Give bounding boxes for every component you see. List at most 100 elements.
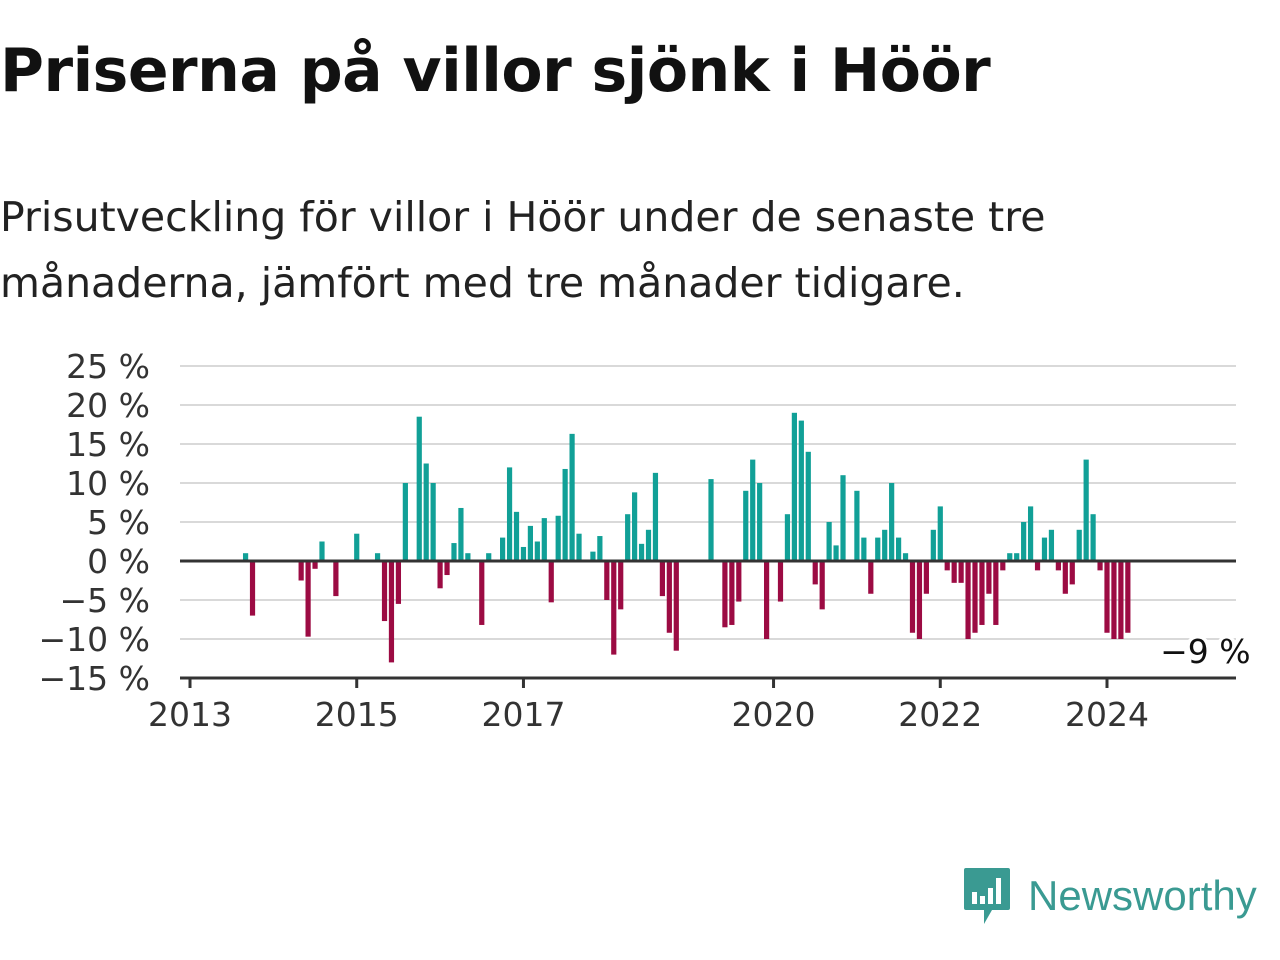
bar [1027, 506, 1034, 561]
bar [388, 561, 395, 663]
bar [590, 551, 596, 561]
x-tick-label: 2020 [732, 695, 816, 734]
x-axis: 2013 2015 2017 2020 2022 2024 [148, 676, 1236, 734]
bar [354, 533, 360, 561]
last-value-label: −9 % [1160, 632, 1251, 671]
bar [1111, 561, 1117, 639]
bar [1076, 529, 1082, 561]
bars [242, 412, 1131, 663]
y-tick-label: 25 % [66, 347, 150, 386]
bar [736, 561, 742, 602]
bar [1007, 553, 1013, 561]
bar [1097, 561, 1103, 571]
bar [993, 561, 999, 625]
bar [402, 483, 408, 561]
bar [979, 561, 985, 625]
bar [840, 475, 846, 561]
bar [604, 561, 610, 600]
bar [548, 561, 554, 603]
bar [430, 483, 436, 561]
bar [319, 541, 325, 561]
y-tick-label: 5 % [87, 503, 150, 542]
bar [305, 561, 311, 637]
y-tick-label: −15 % [39, 659, 151, 698]
bar [666, 561, 672, 633]
bar [1048, 529, 1055, 561]
bar-chart-speech-bubble-icon [964, 868, 1010, 924]
y-tick-label: −5 % [60, 581, 151, 620]
bar [937, 506, 943, 561]
bar [395, 561, 402, 604]
annotation: −9 % [1157, 629, 1255, 675]
bar [541, 518, 547, 561]
bar [757, 483, 763, 561]
bar [333, 561, 339, 597]
bar [972, 561, 978, 633]
bar [1034, 561, 1041, 571]
bar [1041, 537, 1048, 561]
bar [520, 546, 527, 561]
bar [555, 515, 561, 561]
bar [833, 545, 839, 561]
bar [1062, 561, 1068, 594]
bar [1000, 561, 1006, 571]
bar [902, 553, 909, 561]
bar [743, 490, 749, 561]
bar [451, 543, 457, 561]
bar [764, 561, 770, 639]
bar [486, 553, 492, 561]
bar [423, 463, 429, 561]
bar [500, 537, 506, 561]
bar [895, 537, 902, 561]
bar [513, 511, 520, 561]
bar [625, 514, 631, 561]
bar [944, 561, 950, 571]
y-axis-tick-labels: 25 %20 %15 %10 %5 %0 %−5 %−10 %−15 % [39, 347, 151, 698]
bar [819, 561, 825, 610]
chart-title: Priserna på villor sjönk i Höör [0, 36, 991, 106]
bar [479, 561, 485, 625]
bar [437, 561, 443, 589]
bar [569, 433, 575, 561]
y-tick-label: −10 % [39, 620, 151, 659]
bar [923, 561, 929, 594]
bar [722, 561, 728, 628]
brand-name: Newsworthy [1028, 872, 1257, 919]
bar [909, 561, 916, 633]
bar [673, 561, 679, 651]
bar [611, 561, 617, 655]
bar [826, 522, 832, 561]
bar [861, 537, 867, 561]
bar [1055, 561, 1061, 571]
x-tick-label: 2022 [898, 695, 982, 734]
bar [882, 529, 888, 561]
bar [916, 561, 923, 639]
bar [729, 561, 735, 625]
bar [652, 472, 659, 561]
bar [465, 553, 471, 561]
x-tick-label: 2013 [148, 695, 232, 734]
bar [506, 467, 513, 561]
x-tick-label: 2024 [1065, 695, 1149, 734]
bar [750, 459, 756, 561]
x-tick-label: 2015 [315, 695, 399, 734]
bar [708, 479, 714, 561]
x-tick-label: 2017 [481, 695, 565, 734]
bar [1014, 553, 1020, 561]
bar [597, 536, 603, 561]
bar [374, 553, 381, 561]
bar [444, 561, 450, 576]
bar [951, 561, 957, 583]
bar [645, 529, 652, 561]
grid-lines [180, 365, 1236, 640]
bar [562, 468, 568, 561]
y-tick-label: 20 % [66, 386, 150, 425]
bar [1083, 459, 1089, 561]
bar [889, 483, 895, 561]
bar [416, 416, 422, 561]
bar [1069, 561, 1075, 585]
bar [812, 561, 818, 585]
bar [242, 553, 249, 561]
bar [875, 537, 881, 561]
bar [659, 561, 665, 597]
